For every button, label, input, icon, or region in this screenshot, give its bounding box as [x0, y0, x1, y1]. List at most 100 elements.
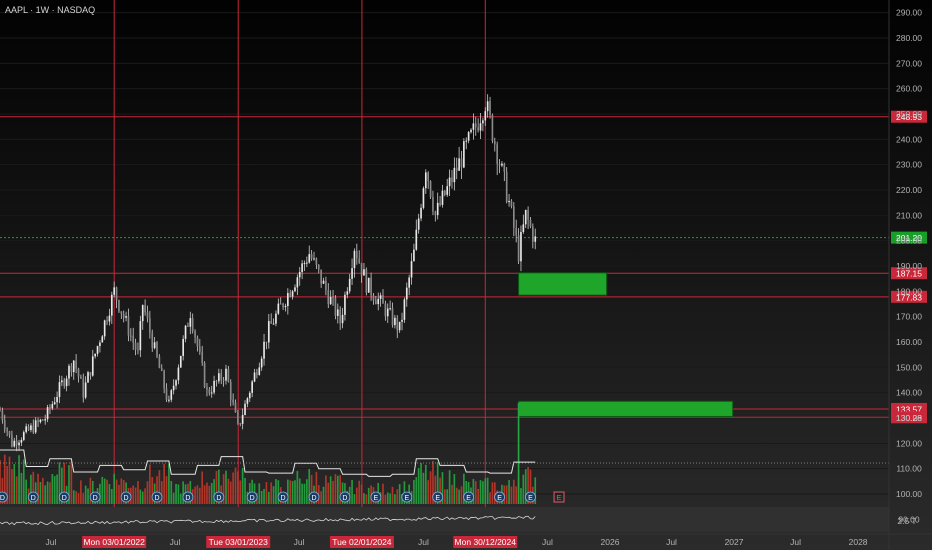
event-circle-1[interactable]	[27, 491, 39, 503]
candle-125	[296, 274, 299, 296]
event-circle-9[interactable]	[277, 491, 289, 503]
candle-body-62	[146, 312, 149, 319]
volume-bar-14	[32, 471, 35, 504]
candle-body-84	[198, 346, 201, 352]
candle-body-183	[434, 211, 437, 216]
volume-bar-58	[137, 481, 139, 504]
candle-23	[53, 397, 56, 406]
event-marker-2[interactable]: D	[58, 491, 70, 503]
candle-5	[11, 430, 13, 448]
event-circle-4[interactable]	[120, 491, 132, 503]
event-circle-16[interactable]	[494, 491, 505, 503]
event-marker-13[interactable]: E	[401, 491, 413, 503]
event-marker-15[interactable]: E	[463, 491, 475, 503]
candle-205	[486, 94, 489, 118]
event-marker-4[interactable]: D	[120, 491, 132, 503]
event-circle-2[interactable]	[58, 491, 70, 503]
event-marker-9[interactable]: D	[277, 491, 289, 503]
candle-150	[355, 243, 358, 265]
candle-body-205	[486, 101, 489, 112]
demand-zones	[518, 272, 734, 417]
event-marker-1[interactable]: D	[27, 491, 39, 503]
candle-body-83	[196, 337, 199, 347]
x-tick-label-0: Jul	[46, 537, 57, 547]
candle-body-104	[246, 398, 249, 404]
event-circle-13[interactable]	[401, 491, 413, 503]
candle-74	[175, 379, 177, 390]
volume-bar-225	[534, 477, 537, 504]
candle-4	[8, 430, 11, 438]
volume-bar-94	[222, 474, 225, 504]
event-circle-0[interactable]	[0, 491, 8, 503]
candle-89	[210, 385, 213, 398]
event-circle-10[interactable]	[308, 491, 320, 503]
candle-54	[127, 308, 130, 342]
y-tick-label-5: 140.00	[896, 388, 922, 398]
event-marker-14[interactable]: E	[432, 491, 444, 503]
event-marker-12[interactable]: E	[370, 491, 382, 503]
candle-103	[244, 400, 246, 416]
candle-191	[453, 157, 456, 191]
candle-79	[187, 322, 189, 327]
candle-7	[15, 435, 18, 452]
candle-200	[474, 116, 477, 136]
candle-body-57	[134, 342, 137, 350]
event-circle-5[interactable]	[151, 491, 163, 503]
event-marker-3[interactable]: D	[89, 491, 101, 503]
event-circle-6[interactable]	[182, 491, 194, 503]
event-circle-15[interactable]	[463, 491, 475, 503]
candle-body-210	[498, 163, 501, 166]
event-marker-5[interactable]: D	[151, 491, 163, 503]
candle-30	[70, 363, 73, 377]
volume-bar-7	[15, 476, 18, 504]
volume-bar-24	[56, 474, 58, 504]
y-tick-label-1: 100.00	[896, 489, 922, 499]
time-axis[interactable]: Jul Mon 03/01/2022 Jul Tue 03/01/2023 Jul Tue…	[0, 533, 932, 548]
event-marker-8[interactable]: D	[246, 491, 258, 503]
event-marker-17[interactable]: E	[525, 491, 536, 503]
volume-bar-174	[413, 480, 415, 504]
volume-bar-178	[422, 472, 425, 504]
future-event-box[interactable]	[553, 491, 565, 503]
volume-bar-48	[113, 473, 116, 504]
candle-61	[144, 299, 146, 316]
candle-43	[101, 334, 104, 343]
candle-186	[441, 184, 444, 208]
event-marker-6[interactable]: D	[182, 491, 194, 503]
candle-body-208	[493, 141, 496, 145]
event-marker-7[interactable]: D	[213, 491, 225, 503]
event-marker-10[interactable]: D	[308, 491, 320, 503]
event-circle-11[interactable]	[339, 491, 351, 503]
current-price-label-bg	[891, 231, 927, 244]
candle-13	[30, 423, 32, 433]
volume-bar-3	[6, 466, 8, 504]
candle-90	[213, 375, 215, 395]
volume-bar-163	[386, 492, 389, 504]
candle-91	[215, 379, 218, 387]
candle-body-221	[524, 209, 527, 225]
candle-body-141	[334, 297, 337, 316]
event-marker-16[interactable]: E	[494, 491, 505, 503]
volume-bar-215	[510, 486, 513, 504]
candle-142	[336, 303, 339, 324]
event-marker-0[interactable]: D	[0, 491, 8, 503]
candle-130	[308, 245, 311, 264]
event-marker-11[interactable]: D	[339, 491, 351, 503]
event-circle-14[interactable]	[432, 491, 444, 503]
event-circle-17[interactable]	[525, 491, 536, 503]
candle-67	[158, 354, 161, 369]
candle-28	[65, 375, 68, 392]
candle-body-69	[163, 370, 165, 389]
candle-body-101	[239, 423, 242, 425]
event-circle-8[interactable]	[246, 491, 258, 503]
event-circle-12[interactable]	[370, 491, 382, 503]
level-label-2: 177.83	[896, 292, 922, 302]
event-circle-7[interactable]	[213, 491, 225, 503]
volume-bar-195	[463, 473, 465, 504]
candle-body-98	[232, 399, 234, 403]
volume-bar-56	[132, 485, 135, 504]
event-circle-3[interactable]	[89, 491, 101, 503]
